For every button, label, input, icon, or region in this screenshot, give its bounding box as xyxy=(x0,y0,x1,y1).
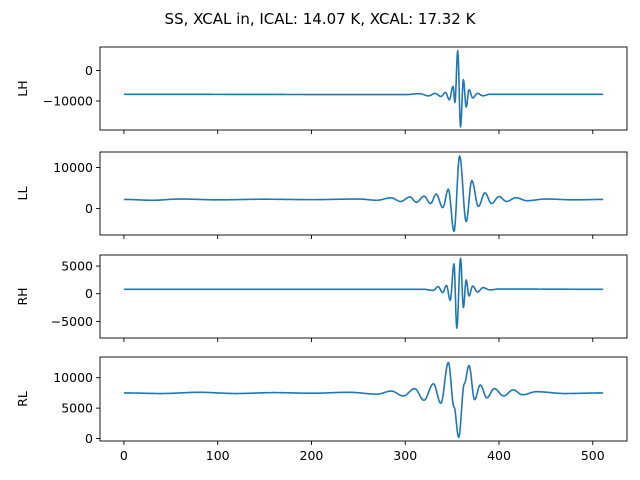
y-tick-label: 0 xyxy=(85,286,93,301)
series-line-rh xyxy=(123,257,604,329)
subplot-rh: 5000 0 −5000 RH xyxy=(15,254,628,342)
y-tick-label: −10000 xyxy=(43,94,93,109)
subplot-ll: 0 10000 LL xyxy=(15,151,628,239)
y-tick-label: 10000 xyxy=(53,370,93,385)
chart-title: SS, XCAL in, ICAL: 14.07 K, XCAL: 17.32 … xyxy=(165,10,477,28)
axes-frame xyxy=(99,151,628,236)
series-line-ll xyxy=(123,155,604,233)
x-tick-label: 200 xyxy=(300,448,324,463)
y-tick-label: 10000 xyxy=(53,160,93,175)
y-axis-label: LH xyxy=(15,80,30,96)
x-tick-label: 300 xyxy=(393,448,417,463)
x-tick-label: 500 xyxy=(581,448,605,463)
axes-frame xyxy=(99,356,628,442)
y-tick-label: 0 xyxy=(85,63,93,78)
x-tick-label: 100 xyxy=(206,448,230,463)
y-axis-label: LL xyxy=(15,187,30,201)
y-tick-label: −5000 xyxy=(51,314,93,329)
y-axis-label: RL xyxy=(15,391,30,407)
subplot-rl: 10000 5000 0 RL 0 100 200 300 400 500 xyxy=(15,356,628,463)
y-tick-label: 5000 xyxy=(61,259,93,274)
axes-frame xyxy=(99,46,628,131)
y-tick-label: 0 xyxy=(85,431,93,446)
series-line-rl xyxy=(123,361,604,439)
y-axis-label: RH xyxy=(15,287,30,305)
x-tick-label: 400 xyxy=(487,448,511,463)
subplot-grid: 0−10000LH010000LL50000−5000RH1000050000R… xyxy=(15,46,628,463)
y-tick-label: 0 xyxy=(85,201,93,216)
subplot-lh: 0 −10000 LH xyxy=(15,46,628,134)
x-tick-label: 0 xyxy=(120,448,128,463)
y-tick-label: 5000 xyxy=(61,401,93,416)
axes-frame xyxy=(99,254,628,339)
series-line-lh xyxy=(123,49,604,128)
